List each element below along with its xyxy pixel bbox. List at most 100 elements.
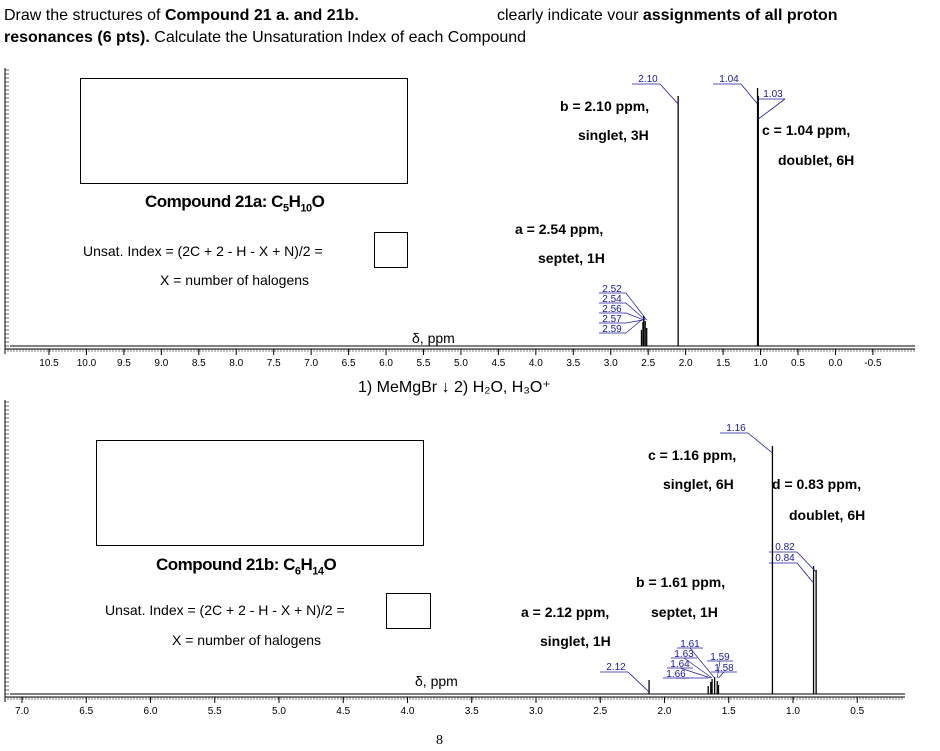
cluster-leader-21b [718, 671, 725, 679]
annotation-c-21b-detail: singlet, 6H [663, 476, 734, 492]
halogen-note-21b: X = number of halogens [172, 632, 322, 648]
tick-label-21b: 7.0 [15, 706, 29, 717]
tick-label-21a: 0.0 [828, 358, 842, 369]
tick-label-21b: 6.5 [79, 706, 93, 717]
cluster-leader-21a [625, 319, 642, 334]
tick-label-21a: 0.5 [791, 358, 805, 369]
cluster-leader-21b [716, 660, 721, 679]
peak-label-2.12-leader [627, 671, 650, 693]
cluster-label-21b: 1.58 [714, 663, 734, 674]
peak-label-0.82: 0.82 [775, 542, 795, 553]
header-line-1: Draw the structures of Compound 21 a. an… [4, 7, 359, 24]
compound-21a-title: Compound 21a: C5H10O [145, 192, 325, 215]
peak-label-1.04-leader [740, 83, 758, 105]
tick-label-21a: 2.5 [641, 358, 655, 369]
annotation-b-21a-detail: singlet, 3H [578, 127, 649, 143]
tick-label-21a: 10.5 [39, 358, 59, 369]
tick-label-21a: 9.0 [154, 358, 168, 369]
annotation-a-21a-detail: septet, 1H [538, 250, 605, 266]
annotation-a-21a: a = 2.54 ppm, [515, 221, 604, 237]
tick-label-21b: 5.0 [272, 706, 286, 717]
annotation-a-21b-detail: singlet, 1H [540, 633, 611, 649]
tick-label-21a: 5.5 [417, 358, 431, 369]
annotation-c-21a: c = 1.04 ppm, [762, 122, 851, 138]
annotation-d-21b-detail: doublet, 6H [789, 507, 866, 523]
cluster-leader-21a [625, 319, 644, 324]
cluster-label-21a: 2.52 [602, 284, 622, 295]
unsat-answer-box-21b[interactable] [386, 593, 431, 629]
tick-label-21a: 4.5 [491, 358, 505, 369]
tick-label-21a: 7.5 [267, 358, 281, 369]
cluster-leader-21b [679, 667, 711, 679]
cluster-label-21a: 2.54 [602, 294, 622, 305]
compound-21b-title: Compound 21b: C6H14O [156, 555, 337, 578]
peak-label-0.82-leader [796, 551, 817, 573]
unsat-answer-box-21a[interactable] [374, 232, 408, 268]
cluster-label-21b: 1.64 [670, 659, 690, 670]
reaction-conditions: 1) MeMgBr ↓ 2) H₂O, H₃O⁺ [358, 379, 551, 396]
unsat-formula-21a: Unsat. Index = (2C + 2 - H - X + N)/2 = [83, 243, 323, 259]
axis-label-21a: δ, ppm [412, 330, 455, 346]
tick-label-21b: 3.5 [465, 706, 479, 717]
cluster-label-21a: 2.57 [602, 314, 622, 325]
annotation-b-21b-detail: septet, 1H [651, 604, 718, 620]
annotation-c-21b: c = 1.16 ppm, [648, 447, 737, 463]
tick-label-21b: 5.5 [208, 706, 222, 717]
cluster-leader-21a [625, 292, 647, 321]
tick-label-21b: 2.5 [593, 706, 607, 717]
tick-label-21a: 8.0 [229, 358, 243, 369]
tick-label-21b: 4.5 [336, 706, 350, 717]
peak-label-2.10: 2.10 [638, 74, 658, 85]
tick-label-21a: 1.0 [754, 358, 768, 369]
tick-label-21a: -0.5 [864, 358, 882, 369]
annotation-b-21a: b = 2.10 ppm, [560, 98, 650, 114]
tick-label-21a: 8.5 [192, 358, 206, 369]
cluster-leader-21a [625, 302, 646, 321]
peak-label-1.16: 1.16 [726, 423, 746, 434]
header-line-1b: clearly indicate vour assignments of all… [497, 7, 838, 24]
tick-label-21b: 6.0 [144, 706, 158, 717]
cluster-leader-21b [689, 647, 715, 679]
tick-label-21a: 10.0 [77, 358, 97, 369]
cluster-leader-21b [683, 657, 713, 679]
peak-label-1.04: 1.04 [719, 74, 739, 85]
cluster-label-21a: 2.59 [602, 324, 622, 335]
tick-label-21a: 3.0 [604, 358, 618, 369]
cluster-label-21a: 2.56 [602, 304, 622, 315]
annotation-a-21b: a = 2.12 ppm, [521, 604, 610, 620]
tick-label-21a: 5.0 [454, 358, 468, 369]
tick-label-21a: 4.0 [529, 358, 543, 369]
halogen-note-21a: X = number of halogens [160, 272, 310, 288]
unsat-formula-21b: Unsat. Index = (2C + 2 - H - X + N)/2 = [105, 602, 345, 618]
annotation-d-21b: d = 0.83 ppm, [772, 476, 862, 492]
tick-label-21b: 3.0 [529, 706, 543, 717]
axis-label-21b: δ, ppm [415, 673, 458, 689]
peak-label-2.10-leader [659, 83, 679, 105]
peak-label-0.84-leader [796, 562, 814, 584]
cluster-label-21b: 1.63 [674, 649, 694, 660]
page-number: 8 [436, 733, 443, 748]
structure-box-21b[interactable] [96, 440, 424, 546]
peak-label-1.03: 1.03 [763, 89, 783, 100]
cluster-leader-21a [625, 312, 644, 321]
tick-label-21b: 4.0 [401, 706, 415, 717]
tick-label-21a: 3.5 [566, 358, 580, 369]
cluster-label-21b: 1.61 [680, 639, 700, 650]
cluster-label-21b: 1.59 [710, 652, 730, 663]
peak-label-1.03-leader [758, 98, 786, 120]
structure-box-21a[interactable] [80, 78, 408, 184]
cluster-label-21b: 1.66 [666, 669, 686, 680]
tick-label-21a: 6.5 [342, 358, 356, 369]
annotation-c-21a-detail: doublet, 6H [778, 152, 855, 168]
tick-label-21a: 7.0 [304, 358, 318, 369]
tick-label-21a: 2.0 [679, 358, 693, 369]
tick-label-21b: 1.5 [722, 706, 736, 717]
tick-label-21a: 9.5 [117, 358, 131, 369]
tick-label-21b: 1.0 [786, 706, 800, 717]
annotation-b-21b: b = 1.61 ppm, [636, 574, 726, 590]
tick-label-21a: 6.0 [379, 358, 393, 369]
peak-label-2.12: 2.12 [606, 662, 626, 673]
tick-label-21b: 0.5 [850, 706, 864, 717]
header-line-2: resonances (6 pts). Calculate the Unsatu… [4, 29, 527, 46]
tick-label-21b: 2.0 [658, 706, 672, 717]
